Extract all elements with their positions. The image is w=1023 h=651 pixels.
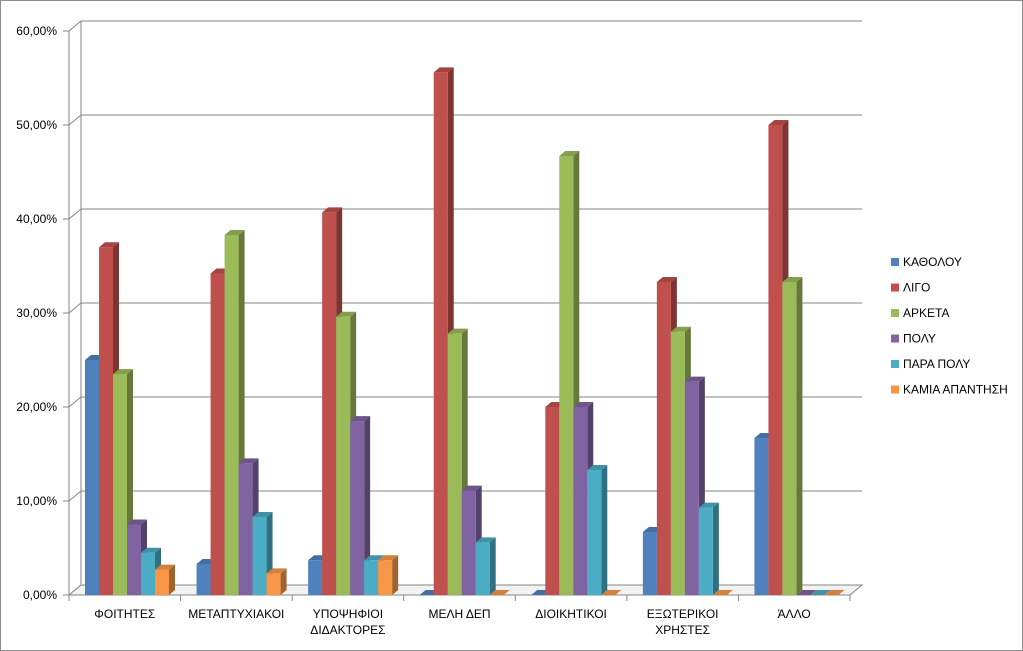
bar [266, 568, 287, 595]
legend-swatch [891, 309, 899, 317]
gridline-side [68, 208, 82, 220]
legend-item: ΠΟΛΥ [891, 332, 936, 346]
legend-swatch [891, 283, 899, 292]
x-category-label: ΔΙΟΙΚΗΤΙΚΟΙ [535, 607, 607, 621]
x-category-label: ΥΠΟΨΗΦΙΟΙ [313, 607, 383, 621]
x-category-labels: ΦΟΙΤΗΤΕΣ ΜΕΤΑΠΤΥΧΙΑΚΟΙ ΥΠΟΨΗΦΙΟΙ ΔΙΔΑΚΤΟΡΕΣ… [94, 607, 810, 637]
y-tick-labels: 0,00% 10,00% 20,00% 30,00% 40,00% 50,00% 60,00… [16, 24, 57, 602]
legend: ΚΑΘΟΛΟΥ ΛΙΓΟ ΑΡΚΕΤΑ ΠΟΛΥ ΠΑΡΑ ΠΟΛΥ ΚΑΜΙΑ ΑΠΑΝ… [891, 255, 1008, 397]
legend-swatch [891, 334, 899, 343]
bar [587, 464, 608, 595]
x-category-label: ΧΡΗΣΤΕΣ [655, 623, 710, 637]
legend-label: ΚΑΜΙΑ ΑΠΑΝΤΗΣΗ [903, 383, 1008, 397]
legend-swatch [891, 258, 899, 266]
x-category-label: ΕΞΩΤΕΡΙΚΟΙ [647, 607, 719, 621]
legend-item: ΛΙΓΟ [891, 281, 930, 295]
y-tick-label: 30,00% [16, 306, 57, 320]
y-tick-label: 40,00% [16, 212, 57, 226]
gridline-side [68, 20, 82, 32]
bar [698, 502, 719, 595]
bar [796, 590, 817, 595]
y-tick-label: 0,00% [23, 588, 57, 602]
bar [712, 590, 733, 595]
bar [489, 590, 510, 595]
y-tick-label: 60,00% [16, 24, 57, 38]
legend-item: ΚΑΘΟΛΟΥ [891, 255, 962, 269]
legend-item: ΑΡΚΕΤΑ [891, 306, 949, 320]
bars [85, 67, 845, 596]
bar [350, 416, 371, 595]
legend-swatch [891, 385, 899, 394]
bar [475, 537, 496, 595]
x-category-label: ΜΕΛΗ ΔΕΠ [428, 607, 490, 621]
x-category-label: ΔΙΔΑΚΤΟΡΕΣ [310, 623, 385, 637]
legend-label: ΠΑΡΑ ΠΟΛΥ [903, 357, 970, 371]
bar [378, 555, 399, 595]
legend-label: ΠΟΛΥ [903, 332, 936, 346]
legend-label: ΛΙΓΟ [903, 281, 930, 295]
x-category-label: ΜΕΤΑΠΤΥΧΙΑΚΟΙ [188, 607, 284, 621]
y-tick-label: 20,00% [16, 400, 57, 414]
gridline-side [68, 302, 82, 314]
x-category-label: ΦΟΙΤΗΤΕΣ [94, 607, 155, 621]
y-tick-label: 50,00% [16, 118, 57, 132]
gridline-side [68, 490, 82, 502]
bar [810, 590, 831, 595]
gridline-side [68, 396, 82, 408]
gridline-side [68, 114, 82, 126]
bar [824, 590, 845, 595]
bar [155, 564, 175, 595]
legend-swatch [891, 360, 899, 368]
legend-item: ΠΑΡΑ ΠΟΛΥ [891, 357, 970, 371]
legend-item: ΚΑΜΙΑ ΑΠΑΝΤΗΣΗ [891, 383, 1008, 397]
legend-label: ΑΡΚΕΤΑ [903, 306, 949, 320]
legend-label: ΚΑΘΟΛΟΥ [903, 255, 962, 269]
bar [601, 590, 622, 595]
x-category-label: ΆΛΛΟ [778, 607, 811, 621]
y-tick-label: 10,00% [16, 494, 57, 508]
bar [782, 276, 803, 595]
